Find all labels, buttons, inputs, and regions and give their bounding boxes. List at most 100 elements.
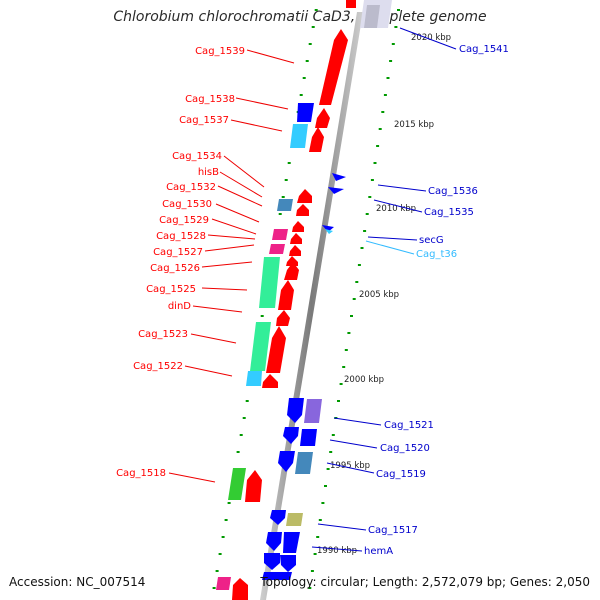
gene-arrow-cag-1527[interactable]: [286, 256, 298, 266]
gene-arrow-cag-1538-blue[interactable]: [297, 103, 314, 122]
gene-label-cag-1523[interactable]: Cag_1523: [138, 329, 188, 340]
pink-feature-cag-1527[interactable]: [269, 244, 285, 254]
right-gene-labels: Cag_1541 Cag_1536 Cag_1535 secG Cag_t36 …: [364, 44, 509, 557]
gene-label-cag-1541[interactable]: Cag_1541: [459, 44, 509, 55]
tick-mark: [329, 451, 333, 453]
scale-labels: 2020 kbp 2015 kbp 2010 kbp 2005 kbp 2000…: [317, 33, 451, 556]
gene-arrow-hem-a-b[interactable]: [283, 532, 300, 553]
light-feature-top-2[interactable]: [364, 5, 380, 28]
gene-arrow-cag-1541[interactable]: [346, 0, 356, 8]
gene-label-cag-1526[interactable]: Cag_1526: [150, 263, 200, 274]
tick-mark: [287, 162, 291, 164]
gene-arrow-hem-a[interactable]: [266, 532, 282, 551]
green-feature-cag-1523[interactable]: [250, 322, 271, 371]
rna-feature-cag-t36[interactable]: [325, 229, 333, 234]
scale-label: 2015 kbp: [394, 120, 434, 130]
tick-mark: [370, 179, 374, 181]
gene-arrow-cag-1525[interactable]: [278, 280, 294, 310]
steel-feature-hisb[interactable]: [277, 199, 293, 211]
tick-mark: [352, 298, 356, 300]
olive-feature-cag-1517[interactable]: [286, 513, 303, 526]
rna-feature-cag-1537[interactable]: [290, 124, 308, 148]
gene-arrow-cag-1518[interactable]: [245, 470, 262, 502]
gene-label-din-d[interactable]: dinD: [168, 301, 191, 312]
tick-mark: [391, 43, 395, 45]
gene-label-cag-1518[interactable]: Cag_1518: [116, 468, 166, 479]
scale-label: 1995 kbp: [330, 461, 370, 471]
gene-label-cag-1538[interactable]: Cag_1538: [185, 94, 235, 105]
gene-label-cag-1536[interactable]: Cag_1536: [428, 186, 478, 197]
gene-label-cag-1521[interactable]: Cag_1521: [384, 420, 434, 431]
gene-label-cag-1520[interactable]: Cag_1520: [380, 443, 430, 454]
tick-mark: [337, 400, 340, 402]
gene-arrow-cag-1520b[interactable]: [300, 429, 317, 446]
lime-feature-cag-1518[interactable]: [228, 468, 246, 500]
gene-arrow-cag-1536[interactable]: [332, 173, 346, 181]
gene-label-cag-1519[interactable]: Cag_1519: [376, 469, 426, 480]
tick-mark: [363, 230, 367, 232]
right-label-connectors: [311, 27, 457, 552]
gene-label-his-b[interactable]: hisB: [198, 167, 219, 178]
gene-arrow-bottom-3[interactable]: [262, 572, 292, 580]
pink-feature-bottom[interactable]: [216, 577, 231, 590]
gene-arrow-cag-1517[interactable]: [270, 510, 286, 525]
gene-arrow-cag-1529[interactable]: [290, 233, 302, 244]
tick-mark: [311, 26, 315, 28]
gene-arrow-sec-g[interactable]: [322, 225, 334, 232]
rna-feature-cag-1522[interactable]: [246, 371, 262, 386]
tick-mark: [326, 468, 330, 470]
gene-arrow-bottom-2[interactable]: [280, 555, 296, 572]
gene-arrow-his-b[interactable]: [296, 204, 309, 216]
gene-arrow-bottom[interactable]: [232, 578, 248, 600]
gene-label-cag-1532[interactable]: Cag_1532: [166, 182, 216, 193]
tick-mark: [355, 281, 359, 283]
gene-label-cag-1539[interactable]: Cag_1539: [195, 46, 245, 57]
gene-arrow-cag-1523[interactable]: [266, 326, 286, 373]
gene-arrow-cag-1535[interactable]: [328, 187, 344, 194]
gene-label-cag-1522[interactable]: Cag_1522: [133, 361, 183, 372]
gene-arrow-bottom-1[interactable]: [264, 553, 280, 570]
gene-arrow-cag-1519[interactable]: [278, 451, 295, 472]
gene-label-cag-1529[interactable]: Cag_1529: [159, 215, 209, 226]
gene-arrow-cag-1520[interactable]: [283, 427, 299, 444]
gene-arrow-cag-1539[interactable]: [319, 29, 348, 105]
tick-mark: [221, 536, 225, 538]
gene-label-cag-1528[interactable]: Cag_1528: [156, 231, 206, 242]
gene-label-cag-t36[interactable]: Cag_t36: [416, 249, 457, 260]
gene-arrow-din-d[interactable]: [276, 310, 290, 326]
tick-mark: [331, 434, 335, 436]
reverse-strand-genes: [262, 103, 346, 580]
gene-label-cag-1517[interactable]: Cag_1517: [368, 525, 418, 536]
gene-label-sec-g[interactable]: secG: [419, 235, 444, 246]
gene-label-cag-1537[interactable]: Cag_1537: [179, 115, 229, 126]
tick-mark: [360, 247, 364, 249]
gene-arrow-cag-1526[interactable]: [284, 262, 299, 280]
gene-label-cag-1530[interactable]: Cag_1530: [162, 199, 212, 210]
gene-arrow-cag-1538[interactable]: [315, 108, 330, 128]
gene-arrow-cag-1522[interactable]: [262, 374, 278, 388]
gene-arrow-cag-1530[interactable]: [292, 221, 304, 232]
tick-mark: [394, 26, 398, 28]
purple-feature-cag-1521[interactable]: [304, 399, 322, 423]
tick-mark: [281, 196, 285, 198]
gene-arrow-cag-1528[interactable]: [289, 245, 301, 256]
gene-label-cag-1527[interactable]: Cag_1527: [153, 247, 203, 258]
gene-label-cag-1525[interactable]: Cag_1525: [146, 284, 196, 295]
tick-mark: [313, 553, 317, 555]
gene-label-cag-1534[interactable]: Cag_1534: [172, 151, 222, 162]
gene-label-cag-1535[interactable]: Cag_1535: [424, 207, 474, 218]
green-feature-cag-1525[interactable]: [259, 257, 280, 308]
tick-mark: [215, 570, 219, 572]
tick-mark: [316, 536, 320, 538]
gene-arrow-cag-1534[interactable]: [297, 189, 312, 203]
gene-label-hem-a[interactable]: hemA: [364, 546, 393, 557]
gene-arrow-cag-1521[interactable]: [287, 398, 304, 423]
gene-arrow-cag-1537[interactable]: [309, 127, 324, 152]
tick-mark: [310, 570, 314, 572]
pink-feature-cag-1528[interactable]: [272, 229, 288, 240]
steel-feature-cag-1519[interactable]: [295, 452, 313, 474]
scale-label: 2000 kbp: [344, 375, 384, 385]
tick-mark: [236, 451, 240, 453]
tick-mark: [308, 587, 312, 589]
